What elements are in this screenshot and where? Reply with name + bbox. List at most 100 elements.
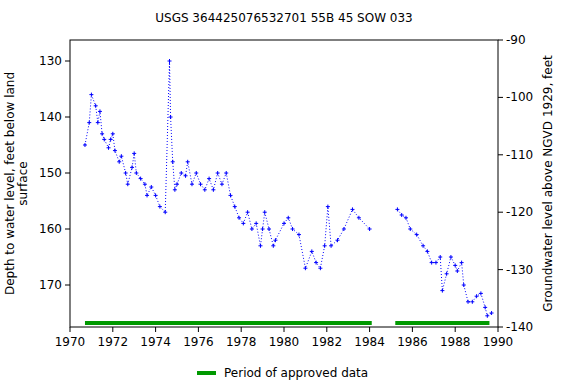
data-point	[184, 174, 188, 178]
y2-tick	[498, 154, 503, 155]
x-tick-label: 1974	[140, 335, 171, 349]
data-point	[449, 255, 453, 259]
data-point	[96, 121, 100, 125]
data-point	[261, 227, 265, 231]
data-point	[455, 269, 459, 273]
y2-tick-label: -100	[506, 90, 533, 104]
y-tick-label: 140	[39, 110, 62, 124]
approved-period	[85, 321, 372, 325]
data-point	[263, 210, 267, 214]
data-point	[479, 291, 483, 295]
y2-tick-label: -130	[506, 263, 533, 277]
data-point	[203, 188, 207, 192]
chart: USGS 364425076532701 55B 45 SOW 033 1970 1…	[0, 0, 576, 384]
x-tick-label: 1980	[269, 335, 300, 349]
data-point	[490, 311, 494, 315]
x-tick-label: 1976	[183, 335, 214, 349]
plot-area	[83, 59, 494, 323]
x-tick	[498, 327, 499, 332]
data-point	[94, 104, 98, 108]
data-point	[190, 182, 194, 186]
data-point	[314, 261, 318, 265]
x-tick-label: 1982	[312, 335, 343, 349]
data-point	[100, 132, 104, 136]
data-point	[267, 227, 271, 231]
data-point	[87, 121, 91, 125]
data-point	[241, 221, 245, 225]
x-tick	[155, 327, 156, 332]
x-tick	[412, 327, 413, 332]
data-point	[126, 182, 130, 186]
data-point	[466, 300, 470, 304]
y2-tick	[498, 40, 503, 41]
data-point	[117, 160, 121, 164]
data-point	[368, 227, 372, 231]
y2-tick-label: -90	[506, 33, 526, 47]
x-tick	[241, 327, 242, 332]
data-point	[233, 205, 237, 209]
approved-period	[395, 321, 489, 325]
data-point	[171, 160, 175, 164]
data-point	[415, 233, 419, 237]
data-point	[220, 182, 224, 186]
data-point	[107, 146, 111, 150]
data-point	[323, 244, 327, 248]
data-point	[421, 244, 425, 248]
y-tick	[65, 285, 70, 286]
data-point	[130, 165, 134, 169]
data-point	[186, 160, 190, 164]
y-tick-label: 150	[39, 166, 62, 180]
data-point	[254, 221, 258, 225]
data-point	[237, 216, 241, 220]
title: USGS 364425076532701 55B 45 SOW 033	[155, 11, 413, 25]
data-point	[271, 244, 275, 248]
data-point	[438, 255, 442, 259]
data-point	[119, 154, 123, 158]
data-point	[303, 266, 307, 270]
y-tick-label: 170	[39, 278, 62, 292]
data-point	[132, 151, 136, 155]
y-axis-label: Depth to water level, feet below land	[3, 72, 17, 295]
data-point	[124, 171, 128, 175]
data-point	[357, 216, 361, 220]
data-point	[154, 193, 158, 197]
data-point	[111, 132, 115, 136]
data-point	[408, 227, 412, 231]
data-point	[98, 109, 102, 113]
data-point	[199, 182, 203, 186]
data-point	[258, 244, 262, 248]
data-point	[297, 233, 301, 237]
data-point	[113, 149, 117, 153]
data-point	[318, 266, 322, 270]
y-axis-label: surface	[16, 161, 30, 205]
x-tick	[284, 327, 285, 332]
data-point	[149, 185, 153, 189]
y2-tick-label: -110	[506, 148, 533, 162]
x-tick-label: 1970	[55, 335, 86, 349]
data-point	[434, 261, 438, 265]
plot-frame	[70, 40, 498, 327]
x-tick-label: 1988	[440, 335, 471, 349]
data-point	[282, 221, 286, 225]
data-point	[83, 143, 87, 147]
data-point	[350, 207, 354, 211]
data-point	[163, 210, 167, 214]
data-point	[342, 227, 346, 231]
y-tick	[65, 61, 70, 62]
data-point	[485, 314, 489, 318]
data-point	[224, 171, 228, 175]
x-tick-label: 1972	[98, 335, 129, 349]
legend-swatch	[197, 371, 216, 375]
data-point	[291, 227, 295, 231]
y2-tick	[498, 97, 503, 98]
x-tick-label: 1990	[483, 335, 514, 349]
data-point	[250, 227, 254, 231]
data-point	[194, 171, 198, 175]
data-point	[395, 207, 399, 211]
data-point	[246, 210, 250, 214]
x-tick	[369, 327, 370, 332]
data-point	[207, 177, 211, 181]
data-point	[453, 263, 457, 267]
data-point	[158, 205, 162, 209]
data-point	[460, 261, 464, 265]
